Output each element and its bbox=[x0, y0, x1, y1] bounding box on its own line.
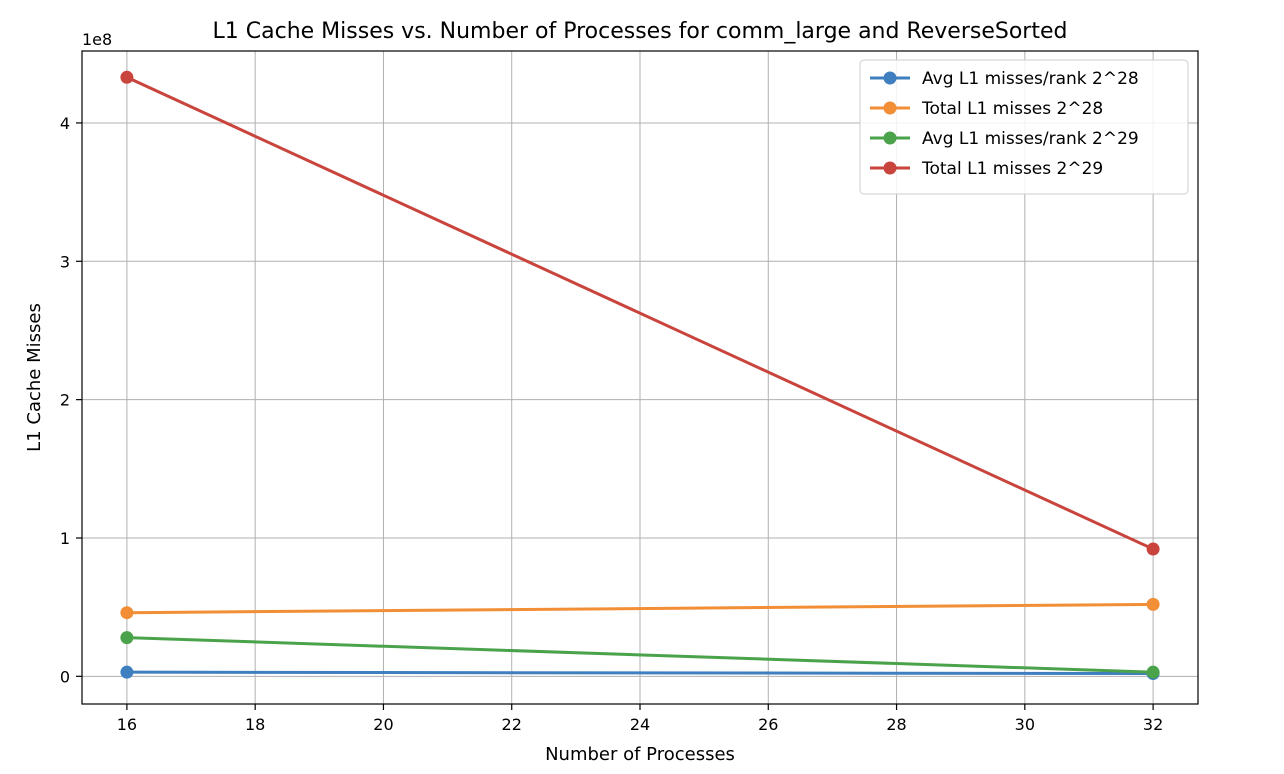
x-tick-label: 24 bbox=[630, 715, 650, 734]
y-tick-label: 1 bbox=[60, 529, 70, 548]
y-axis-ticks: 0 1 2 3 4 bbox=[60, 114, 82, 686]
series-4-point bbox=[1146, 542, 1160, 556]
y-tick-label: 4 bbox=[60, 114, 70, 133]
legend-label-1: Avg L1 misses/rank 2^28 bbox=[922, 69, 1139, 89]
legend-label-4: Total L1 misses 2^29 bbox=[921, 159, 1103, 179]
legend: Avg L1 misses/rank 2^28 Total L1 misses 2… bbox=[859, 59, 1189, 195]
x-axis-ticks: 16 18 20 22 24 26 28 30 32 bbox=[117, 704, 1163, 734]
series-line-2 bbox=[126, 602, 1154, 615]
series-1-point bbox=[120, 665, 134, 679]
legend-marker-1 bbox=[883, 71, 897, 85]
series-3-point bbox=[1146, 665, 1160, 679]
series-lines bbox=[120, 70, 1160, 681]
legend-label-3: Avg L1 misses/rank 2^29 bbox=[922, 129, 1139, 149]
x-tick-label: 20 bbox=[373, 715, 393, 734]
series-line-1 bbox=[126, 670, 1154, 676]
y-tick-label: 2 bbox=[60, 391, 70, 410]
series-line-4 bbox=[126, 75, 1154, 551]
series-2-point bbox=[120, 606, 134, 620]
y-axis-label: L1 Cache Misses bbox=[24, 303, 45, 452]
x-tick-label: 30 bbox=[1015, 715, 1035, 734]
y-axis-offset-label: 1e8 bbox=[82, 30, 112, 49]
x-axis-label: Number of Processes bbox=[545, 744, 735, 765]
x-tick-label: 26 bbox=[758, 715, 778, 734]
x-tick-label: 16 bbox=[117, 715, 137, 734]
series-line-3 bbox=[126, 636, 1154, 674]
series-2-point bbox=[1146, 597, 1160, 611]
x-tick-label: 22 bbox=[502, 715, 522, 734]
x-tick-label: 18 bbox=[245, 715, 265, 734]
x-tick-label: 32 bbox=[1143, 715, 1163, 734]
x-tick-label: 28 bbox=[886, 715, 906, 734]
legend-label-2: Total L1 misses 2^28 bbox=[921, 99, 1103, 119]
legend-marker-3 bbox=[883, 131, 897, 145]
legend-box bbox=[859, 59, 1189, 195]
chart-title: L1 Cache Misses vs. Number of Processes … bbox=[213, 19, 1068, 44]
legend-marker-4 bbox=[883, 161, 897, 175]
y-tick-label: 3 bbox=[60, 252, 70, 271]
series-3-point bbox=[120, 631, 134, 645]
legend-marker-2 bbox=[883, 101, 897, 115]
y-tick-label: 0 bbox=[60, 667, 70, 686]
series-4-point bbox=[120, 70, 134, 84]
